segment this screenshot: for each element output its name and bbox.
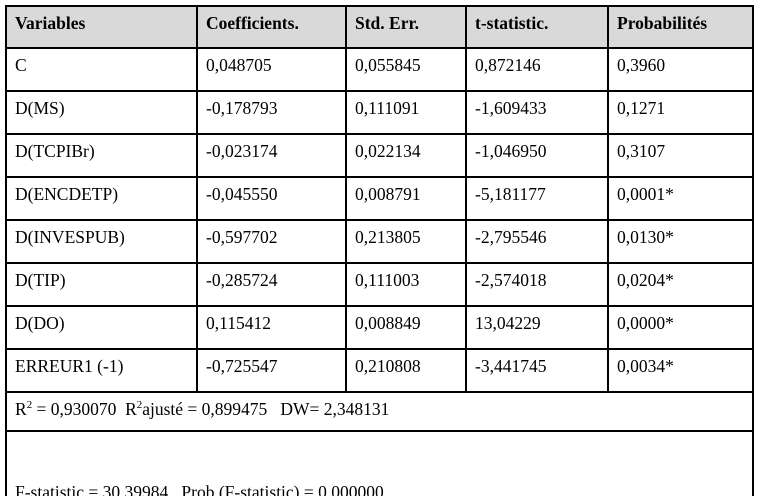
r2-value-text: = 0,930070 R (32, 399, 137, 419)
table-cell: -0,045550 (196, 176, 347, 221)
table-cell: 0,008849 (345, 305, 467, 350)
header-coefficients: Coefficients. (196, 5, 347, 49)
fstat-line: F-statistic = 30,39984 Prob (F-statistic… (15, 481, 384, 496)
table-cell: 0,022134 (345, 133, 467, 178)
table-cell: 0,115412 (196, 305, 347, 350)
table-cell: -0,285724 (196, 262, 347, 307)
table-cell: -1,609433 (465, 90, 609, 135)
r2-adj-dw-text: ajusté = 0,899475 DW= 2,348131 (142, 399, 390, 419)
table-cell: 0,0001* (607, 176, 754, 221)
table-row: D(DO) 0,115412 0,008849 13,04229 0,0000* (5, 305, 754, 350)
table-cell: -5,181177 (465, 176, 609, 221)
table-cell: 0,3960 (607, 47, 754, 92)
summary-cell-r2: R2 = 0,930070 R2ajusté = 0,899475 DW= 2,… (5, 391, 754, 432)
table-cell: D(TIP) (5, 262, 198, 307)
table-cell: ERREUR1 (-1) (5, 348, 198, 393)
r2-text: R (15, 399, 27, 419)
table-cell: -1,046950 (465, 133, 609, 178)
summary-cell-fstat: F-statistic = 30,39984 Prob (F-statistic… (5, 430, 754, 496)
table-cell: 0,111003 (345, 262, 467, 307)
table-cell: 0,0034* (607, 348, 754, 393)
table-cell: 0,872146 (465, 47, 609, 92)
table-cell: 0,210808 (345, 348, 467, 393)
header-std-err: Std. Err. (345, 5, 467, 49)
table-cell: -0,725547 (196, 348, 347, 393)
table-cell: D(ENCDETP) (5, 176, 198, 221)
table-cell: D(INVESPUB) (5, 219, 198, 264)
table-cell: -0,597702 (196, 219, 347, 264)
table-cell: 0,0000* (607, 305, 754, 350)
table-cell: 0,008791 (345, 176, 467, 221)
table-row: D(TCPIBr) -0,023174 0,022134 -1,046950 0… (5, 133, 754, 178)
table-cell: D(TCPIBr) (5, 133, 198, 178)
table-cell: D(DO) (5, 305, 198, 350)
table-cell: 0,048705 (196, 47, 347, 92)
table-row: D(INVESPUB) -0,597702 0,213805 -2,795546… (5, 219, 754, 264)
table-row: ERREUR1 (-1) -0,725547 0,210808 -3,44174… (5, 348, 754, 393)
table-header-row: Variables Coefficients. Std. Err. t-stat… (5, 5, 754, 49)
table-cell: 0,0204* (607, 262, 754, 307)
table-cell: 0,0130* (607, 219, 754, 264)
table-cell: 0,3107 (607, 133, 754, 178)
r2-exponent: 2 (26, 399, 33, 412)
table-row: D(ENCDETP) -0,045550 0,008791 -5,181177 … (5, 176, 754, 221)
header-t-statistic: t-statistic. (465, 5, 609, 49)
table-row: D(MS) -0,178793 0,111091 -1,609433 0,127… (5, 90, 754, 135)
table-cell: D(MS) (5, 90, 198, 135)
table-cell: 13,04229 (465, 305, 609, 350)
table-cell: -2,795546 (465, 219, 609, 264)
regression-results-table: Variables Coefficients. Std. Err. t-stat… (5, 5, 754, 496)
table-cell: -2,574018 (465, 262, 609, 307)
r2-adj-exponent: 2 (136, 399, 143, 412)
summary-row-fstat: F-statistic = 30,39984 Prob (F-statistic… (5, 430, 754, 496)
table-cell: 0,055845 (345, 47, 467, 92)
table-cell: 0,111091 (345, 90, 467, 135)
table-cell: 0,1271 (607, 90, 754, 135)
header-probabilites: Probabilités (607, 5, 754, 49)
table-cell: -0,023174 (196, 133, 347, 178)
header-variables: Variables (5, 5, 198, 49)
summary-row-r2: R2 = 0,930070 R2ajusté = 0,899475 DW= 2,… (5, 391, 754, 432)
table-cell: 0,213805 (345, 219, 467, 264)
table-row: C 0,048705 0,055845 0,872146 0,3960 (5, 47, 754, 92)
table-cell: -3,441745 (465, 348, 609, 393)
table-row: D(TIP) -0,285724 0,111003 -2,574018 0,02… (5, 262, 754, 307)
table-cell: C (5, 47, 198, 92)
table-cell: -0,178793 (196, 90, 347, 135)
